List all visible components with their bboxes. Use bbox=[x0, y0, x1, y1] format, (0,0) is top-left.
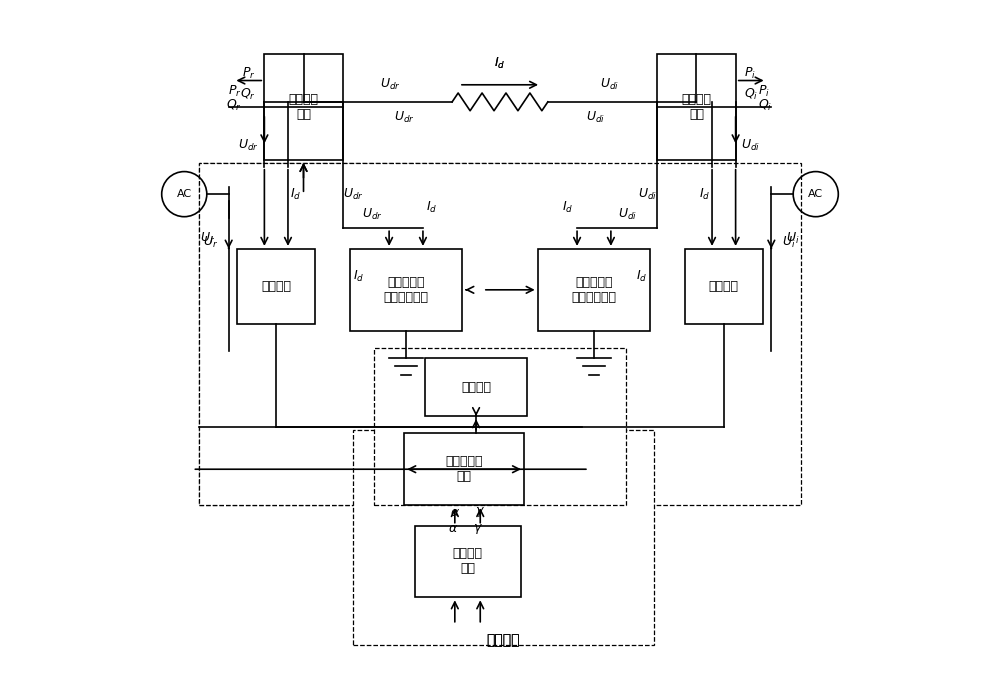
Text: $U_{di}$: $U_{di}$ bbox=[586, 110, 605, 125]
Text: $I_d$: $I_d$ bbox=[494, 56, 506, 71]
Text: 输出模块: 输出模块 bbox=[461, 381, 491, 393]
Bar bbox=[685, 249, 763, 324]
Text: $I_d$: $I_d$ bbox=[636, 269, 647, 285]
Text: $P_r$: $P_r$ bbox=[242, 65, 256, 81]
Text: 控制模块: 控制模块 bbox=[487, 633, 520, 647]
Bar bbox=[350, 249, 462, 331]
Text: 输入模块: 输入模块 bbox=[709, 280, 739, 293]
Bar bbox=[353, 430, 654, 645]
Text: $I_d$: $I_d$ bbox=[353, 269, 364, 285]
Text: $U_i$: $U_i$ bbox=[786, 231, 799, 246]
Text: $P_i$: $P_i$ bbox=[758, 84, 770, 99]
Text: 直流量计算
模块: 直流量计算 模块 bbox=[445, 455, 483, 483]
Bar bbox=[404, 433, 524, 505]
Text: 输入模块: 输入模块 bbox=[261, 280, 291, 293]
Text: $U_r$: $U_r$ bbox=[200, 231, 215, 246]
Text: $U_{di}$: $U_{di}$ bbox=[638, 187, 657, 202]
Bar bbox=[374, 348, 626, 505]
Text: $P_i$: $P_i$ bbox=[744, 65, 756, 81]
Bar bbox=[199, 163, 801, 505]
Text: AC: AC bbox=[808, 189, 823, 199]
Text: $Q_r$: $Q_r$ bbox=[226, 98, 242, 113]
Bar bbox=[199, 163, 582, 505]
Bar bbox=[237, 249, 315, 324]
Text: 功率计算
模块: 功率计算 模块 bbox=[289, 93, 319, 121]
Text: $\alpha$: $\alpha$ bbox=[448, 522, 459, 535]
Text: 等效电压源
（或电流源）: 等效电压源 （或电流源） bbox=[571, 276, 616, 304]
Text: $\alpha$: $\alpha$ bbox=[450, 506, 460, 519]
Text: $Q_i$: $Q_i$ bbox=[744, 87, 758, 102]
Bar bbox=[415, 526, 521, 597]
Text: $U_{dr}$: $U_{dr}$ bbox=[362, 207, 382, 222]
Text: $U_{dr}$: $U_{dr}$ bbox=[394, 110, 415, 125]
Text: 控制模块: 控制模块 bbox=[487, 633, 520, 647]
Text: $I_d$: $I_d$ bbox=[494, 56, 506, 71]
Text: 功率计算
模块: 功率计算 模块 bbox=[681, 93, 711, 121]
Bar bbox=[538, 249, 650, 331]
Bar bbox=[425, 358, 527, 416]
Text: $U_{dr}$: $U_{dr}$ bbox=[343, 187, 364, 202]
Text: $U_i$: $U_i$ bbox=[782, 234, 795, 249]
Text: $I_d$: $I_d$ bbox=[699, 187, 710, 202]
Text: 等效电流源
（或电压源）: 等效电流源 （或电压源） bbox=[384, 276, 429, 304]
Bar bbox=[264, 54, 343, 160]
Text: $U_{di}$: $U_{di}$ bbox=[600, 76, 619, 92]
Text: AC: AC bbox=[177, 189, 192, 199]
Text: $U_{di}$: $U_{di}$ bbox=[618, 207, 637, 222]
Text: $Q_i$: $Q_i$ bbox=[758, 98, 773, 113]
Text: $\gamma$: $\gamma$ bbox=[473, 522, 483, 536]
Text: $I_d$: $I_d$ bbox=[290, 187, 301, 202]
Text: $U_{di}$: $U_{di}$ bbox=[741, 138, 760, 153]
Text: $I_d$: $I_d$ bbox=[562, 200, 574, 216]
Bar bbox=[657, 54, 736, 160]
Text: $P_r$: $P_r$ bbox=[228, 84, 242, 99]
Text: $U_r$: $U_r$ bbox=[203, 234, 218, 249]
Text: $U_{dr}$: $U_{dr}$ bbox=[238, 138, 259, 153]
Text: 模式选择
模块: 模式选择 模块 bbox=[453, 548, 483, 575]
Text: $\gamma$: $\gamma$ bbox=[475, 505, 485, 519]
Text: $Q_r$: $Q_r$ bbox=[240, 87, 256, 102]
Text: $U_{dr}$: $U_{dr}$ bbox=[380, 76, 401, 92]
Text: $I_d$: $I_d$ bbox=[426, 200, 438, 216]
